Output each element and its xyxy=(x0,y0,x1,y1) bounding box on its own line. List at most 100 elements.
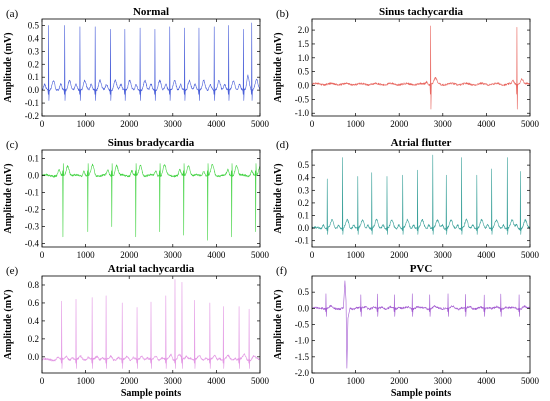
plot-frame xyxy=(311,149,531,248)
x-tick-label: 4000 xyxy=(207,376,226,386)
series-line xyxy=(312,154,530,235)
y-tick-label: -0.1 xyxy=(295,236,309,246)
chart-panel: (c) Sinus bradycardia 0 1000 2000 3000 4000 500… xyxy=(3,137,270,260)
x-tick-label: 4000 xyxy=(207,250,226,260)
x-tick-label: 4000 xyxy=(477,119,496,129)
series-line xyxy=(42,279,260,369)
x-tick-label: 2000 xyxy=(390,119,409,129)
panel-letter: (b) xyxy=(276,8,289,20)
chart-panel: (b) Sinus tachycardia 0 1000 2000 3000 4000 500… xyxy=(273,6,540,129)
x-tick-label: 2000 xyxy=(390,250,409,260)
y-tick-label: 0.6 xyxy=(28,298,40,308)
x-tick-label: 3000 xyxy=(434,119,453,129)
y-axis-label: Amplitude (mV) xyxy=(273,163,284,233)
x-tick-label: 2000 xyxy=(120,376,139,386)
x-tick-label: 0 xyxy=(310,119,315,129)
y-tick-label: 0.5 xyxy=(298,67,310,77)
x-tick-label: 0 xyxy=(40,376,45,386)
chart-panel: (f) PVC 0 1000 2000 3000 4000 5000 -2.0 -1.5 -1.0 -… xyxy=(273,263,540,399)
y-axis-label: Amplitude (mV) xyxy=(3,32,14,102)
y-tick-label: -1.0 xyxy=(295,336,310,346)
panel-letter: (e) xyxy=(6,265,19,277)
y-tick-label: -0.1 xyxy=(25,98,39,108)
x-tick-label: 3000 xyxy=(164,119,183,129)
x-tick-label: 0 xyxy=(310,376,315,386)
x-tick-label: 1000 xyxy=(77,250,96,260)
y-axis-label: Amplitude (mV) xyxy=(273,289,284,359)
y-tick-label: 0.0 xyxy=(298,223,310,233)
y-tick-label: -0.2 xyxy=(25,111,39,121)
x-tick-label: 3000 xyxy=(164,250,183,260)
x-tick-label: 2000 xyxy=(120,250,139,260)
y-tick-label: 0.4 xyxy=(298,173,310,183)
x-tick-label: 3000 xyxy=(434,376,453,386)
chart-title: Sinus bradycardia xyxy=(108,137,195,149)
y-tick-label: 1.0 xyxy=(298,53,310,63)
x-tick-label: 5000 xyxy=(521,376,540,386)
y-tick-label: -0.2 xyxy=(25,205,39,215)
chart-panel: (e) Atrial tachycardia 0 1000 2000 3000 4000 50… xyxy=(3,263,270,399)
y-tick-label: 0.4 xyxy=(28,316,40,326)
y-tick-label: 0.5 xyxy=(28,20,40,30)
x-tick-label: 3000 xyxy=(434,250,453,260)
x-tick-label: 5000 xyxy=(521,119,540,129)
y-tick-label: 0.3 xyxy=(28,46,40,56)
y-tick-label: 0.2 xyxy=(298,198,309,208)
chart-title: Atrial flutter xyxy=(391,137,452,149)
plot-frame xyxy=(41,149,261,248)
x-tick-label: 5000 xyxy=(251,376,270,386)
y-tick-label: -2.0 xyxy=(295,368,310,378)
x-tick-label: 0 xyxy=(40,119,45,129)
x-tick-label: 4000 xyxy=(477,250,496,260)
x-axis-label: Sample points xyxy=(121,388,181,399)
y-axis-label: Amplitude (mV) xyxy=(3,289,14,359)
y-tick-label: -0.1 xyxy=(25,188,39,198)
panel-letter: (f) xyxy=(276,265,287,277)
x-tick-label: 5000 xyxy=(251,119,270,129)
plot-frame xyxy=(311,275,531,374)
x-tick-label: 2000 xyxy=(120,119,139,129)
chart-title: Sinus tachycardia xyxy=(379,6,464,18)
y-tick-label: -0.5 xyxy=(295,320,310,330)
x-tick-label: 1000 xyxy=(347,376,366,386)
chart-title: PVC xyxy=(410,263,433,275)
y-tick-label: 0.0 xyxy=(298,303,310,313)
x-tick-label: 1000 xyxy=(347,250,366,260)
plot-frame xyxy=(41,18,261,117)
y-tick-label: 0.1 xyxy=(28,72,39,82)
y-tick-label: 0.0 xyxy=(28,352,40,362)
series-line xyxy=(42,163,260,241)
y-axis-label: Amplitude (mV) xyxy=(273,32,284,102)
y-tick-label: 0.4 xyxy=(28,33,40,43)
y-tick-label: 0.8 xyxy=(28,280,40,290)
y-tick-label: 0.0 xyxy=(28,85,40,95)
x-tick-label: 5000 xyxy=(251,250,270,260)
x-tick-label: 1000 xyxy=(77,376,96,386)
x-tick-label: 1000 xyxy=(77,119,96,129)
y-axis-label: Amplitude (mV) xyxy=(3,163,14,233)
x-tick-label: 4000 xyxy=(207,119,226,129)
series-line xyxy=(42,22,260,101)
x-tick-label: 5000 xyxy=(521,250,540,260)
series-line xyxy=(312,25,530,110)
y-tick-label: 0.1 xyxy=(28,154,39,164)
plot-frame xyxy=(41,275,261,374)
y-tick-label: 0.3 xyxy=(298,185,310,195)
x-tick-label: 3000 xyxy=(164,376,183,386)
y-tick-label: -0.4 xyxy=(25,239,40,249)
y-tick-label: 0.0 xyxy=(298,81,310,91)
y-tick-label: 0.0 xyxy=(28,171,40,181)
y-tick-label: -0.3 xyxy=(25,222,40,232)
panel-letter: (d) xyxy=(276,139,289,151)
y-tick-label: 0.2 xyxy=(28,59,39,69)
y-tick-label: 0.1 xyxy=(298,211,309,221)
y-tick-label: 0.5 xyxy=(298,287,310,297)
panel-letter: (a) xyxy=(6,8,19,20)
x-tick-label: 1000 xyxy=(347,119,366,129)
chart-panel: (a) Normal 0 1000 2000 3000 4000 5000 -0.2 -0.1 0.… xyxy=(3,6,270,129)
x-tick-label: 0 xyxy=(310,250,315,260)
y-tick-label: 0.5 xyxy=(298,160,310,170)
chart-title: Normal xyxy=(133,6,169,18)
chart-panel: (d) Atrial flutter 0 1000 2000 3000 4000 5000 -0… xyxy=(273,137,540,260)
